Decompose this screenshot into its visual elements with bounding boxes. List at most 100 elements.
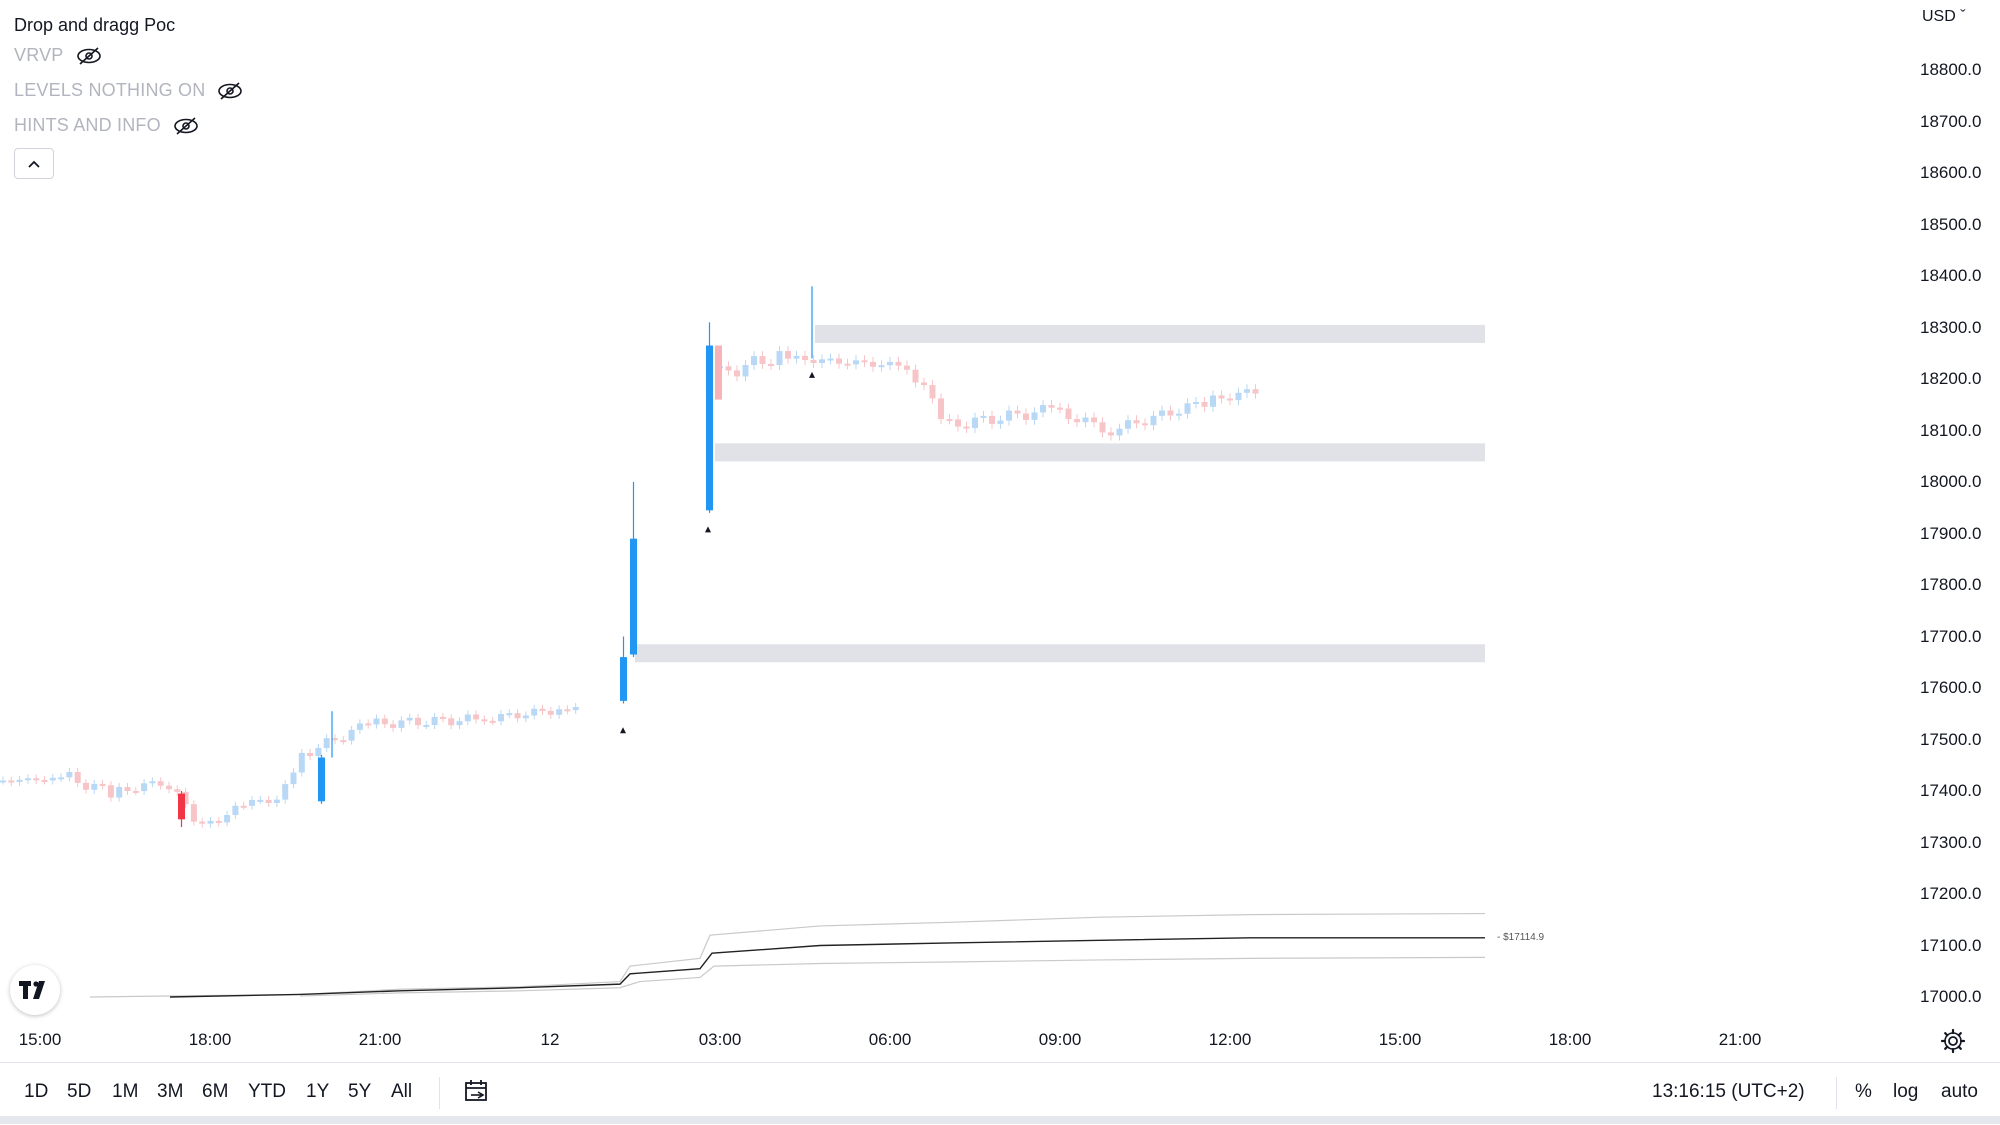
candle-body [190, 804, 197, 822]
price-axis-label: 18200.0 [1920, 369, 1982, 388]
candle-body [844, 363, 851, 366]
range-button-all[interactable]: All [391, 1081, 413, 1102]
price-axis-label: 17800.0 [1920, 575, 1982, 594]
candle-body [215, 820, 222, 823]
range-button-3m[interactable]: 3M [157, 1081, 184, 1102]
candle-body [307, 752, 314, 757]
candle-body [715, 345, 722, 400]
candle-body [810, 360, 817, 364]
candle-body [620, 657, 627, 701]
price-axis-label: 17700.0 [1920, 626, 1982, 646]
eye-off-icon[interactable] [217, 81, 243, 101]
level-zone [715, 443, 1485, 462]
range-button-ytd[interactable]: YTD [248, 1081, 286, 1102]
indicator-legend: Drop and dragg Poc VRVP LEVELS NOTHING O… [14, 12, 243, 143]
candle-body [49, 777, 56, 781]
time-axis-label: 18:00 [188, 1030, 232, 1049]
chart-area[interactable] [0, 0, 1900, 1015]
candle-body [481, 719, 488, 722]
settings-gear-icon[interactable] [1940, 1028, 1966, 1054]
price-axis-label: 17100.0 [1920, 935, 1982, 955]
candle-body [946, 419, 953, 422]
eye-off-icon[interactable] [76, 46, 102, 66]
lower-band-line [299, 956, 1486, 997]
candle-body [1235, 392, 1242, 401]
legend-row-vrvp[interactable]: VRVP [14, 38, 243, 73]
date-range-calendar-icon[interactable] [463, 1078, 491, 1109]
candle-body [1108, 432, 1114, 436]
candle-body [802, 355, 808, 361]
candle-body [282, 784, 289, 800]
range-button-5d[interactable]: 5D [67, 1081, 92, 1102]
candle-body [8, 780, 15, 783]
range-button-5y[interactable]: 5Y [348, 1081, 372, 1102]
price-axis-label: 18600.0 [1920, 163, 1982, 182]
candle-body [706, 345, 713, 511]
candle-body [1210, 395, 1216, 407]
price-axis-label: 18800.0 [1920, 60, 1982, 79]
candle-body [853, 360, 859, 365]
candle-body [318, 757, 325, 802]
candle-body [381, 718, 388, 725]
candle-body [938, 398, 944, 420]
eye-off-icon[interactable] [173, 116, 199, 136]
price-axis-label: 18500.0 [1920, 214, 1982, 234]
candle-body [921, 382, 927, 386]
candle-body [1184, 403, 1191, 414]
legend-row-hints[interactable]: HINTS AND INFO [14, 108, 243, 143]
candle-body [16, 779, 23, 782]
candle-body [199, 821, 206, 824]
range-button-6m[interactable]: 6M [202, 1081, 229, 1102]
legend-row-levels[interactable]: LEVELS NOTHING ON [14, 73, 243, 108]
candle-body [1057, 407, 1063, 410]
legend-collapse-button[interactable] [14, 148, 54, 179]
candle-body [66, 772, 73, 778]
candle-body [83, 782, 89, 790]
candle-body [207, 820, 214, 824]
candle-body [406, 717, 413, 721]
candle-body [116, 787, 123, 798]
currency-selector[interactable]: USD ˇ [1922, 8, 1966, 26]
time-axis-label: 21:00 [358, 1030, 402, 1049]
candle-body [1014, 410, 1021, 414]
candle-body [776, 351, 783, 366]
candle-body [348, 729, 355, 741]
candle-body [415, 717, 421, 726]
candle-body [1142, 423, 1148, 426]
chevron-down-icon: ˇ [1960, 8, 1966, 25]
candle-body [878, 365, 885, 368]
candle-body [315, 747, 322, 757]
candle-body [997, 420, 1004, 424]
candle-body [74, 772, 81, 783]
candle-body [0, 780, 6, 783]
candle-body [365, 723, 372, 726]
candle-body [1125, 420, 1131, 429]
level-zone [815, 324, 1485, 343]
range-button-1m[interactable]: 1M [112, 1081, 139, 1102]
candle-body [1159, 410, 1165, 416]
toolbar-divider [1836, 1077, 1837, 1109]
bottom-scroll-strip [0, 1116, 2000, 1124]
candle-body [972, 417, 978, 429]
candle-body [751, 356, 757, 366]
price-chart[interactable] [0, 0, 1900, 1015]
candle-body [124, 787, 131, 791]
time-axis-label: 15:00 [18, 1030, 62, 1049]
bottom-toolbar: 1D 5D 1M 3M 6M YTD 1Y 5Y All 13:16:15 (U… [0, 1062, 2000, 1125]
auto-scale-toggle[interactable]: auto [1941, 1081, 1978, 1102]
clock-timezone[interactable]: 13:16:15 (UTC+2) [1652, 1081, 1805, 1102]
range-button-1d[interactable]: 1D [24, 1081, 49, 1102]
tradingview-logo-icon[interactable] [10, 965, 60, 1015]
candle-body [929, 385, 936, 399]
percent-scale-toggle[interactable]: % [1855, 1081, 1872, 1102]
candle-body [1091, 417, 1097, 423]
candle-body [1167, 410, 1174, 416]
candle-body [1252, 389, 1259, 394]
legend-label: LEVELS NOTHING ON [14, 80, 206, 100]
candle-body [827, 358, 834, 361]
candle-body [1031, 412, 1038, 420]
log-scale-toggle[interactable]: log [1893, 1081, 1919, 1102]
range-button-1y[interactable]: 1Y [306, 1081, 330, 1102]
candle-body [298, 752, 305, 773]
candle-body [630, 538, 637, 655]
